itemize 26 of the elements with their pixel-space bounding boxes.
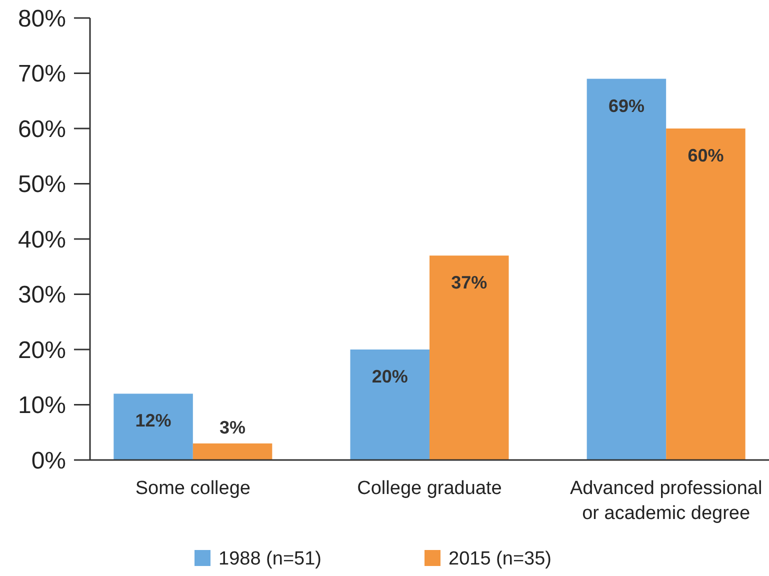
bar <box>430 256 509 460</box>
legend-label: 1988 (n=51) <box>218 548 322 570</box>
y-tick-label: 40% <box>18 226 66 254</box>
y-tick-label: 60% <box>18 116 66 143</box>
text: 60% <box>688 146 724 166</box>
y-tick-label: 10% <box>18 392 66 420</box>
bar <box>666 128 746 460</box>
x-tick-label: Advanced professional or academic degree <box>570 478 762 524</box>
legend-label: 2015 (n=35) <box>448 548 552 570</box>
y-tick-label: 80% <box>18 5 66 32</box>
text: 3% <box>220 417 246 438</box>
y-tick-label: 0% <box>31 447 66 474</box>
text: 37% <box>451 272 488 293</box>
y-tick-label: 70% <box>18 60 66 88</box>
y-tick-label: 30% <box>18 282 66 309</box>
bar <box>350 350 430 460</box>
x-tick-label: College graduate <box>357 478 502 499</box>
y-tick-label: 50% <box>18 171 66 198</box>
x-tick-label: Some college <box>135 478 250 499</box>
bar <box>114 394 193 460</box>
bar <box>192 443 272 460</box>
y-tick-label: 20% <box>18 336 66 364</box>
text: 69% <box>608 96 644 116</box>
text: 12% <box>135 410 172 431</box>
text: 20% <box>372 366 408 386</box>
bar <box>586 78 666 460</box>
